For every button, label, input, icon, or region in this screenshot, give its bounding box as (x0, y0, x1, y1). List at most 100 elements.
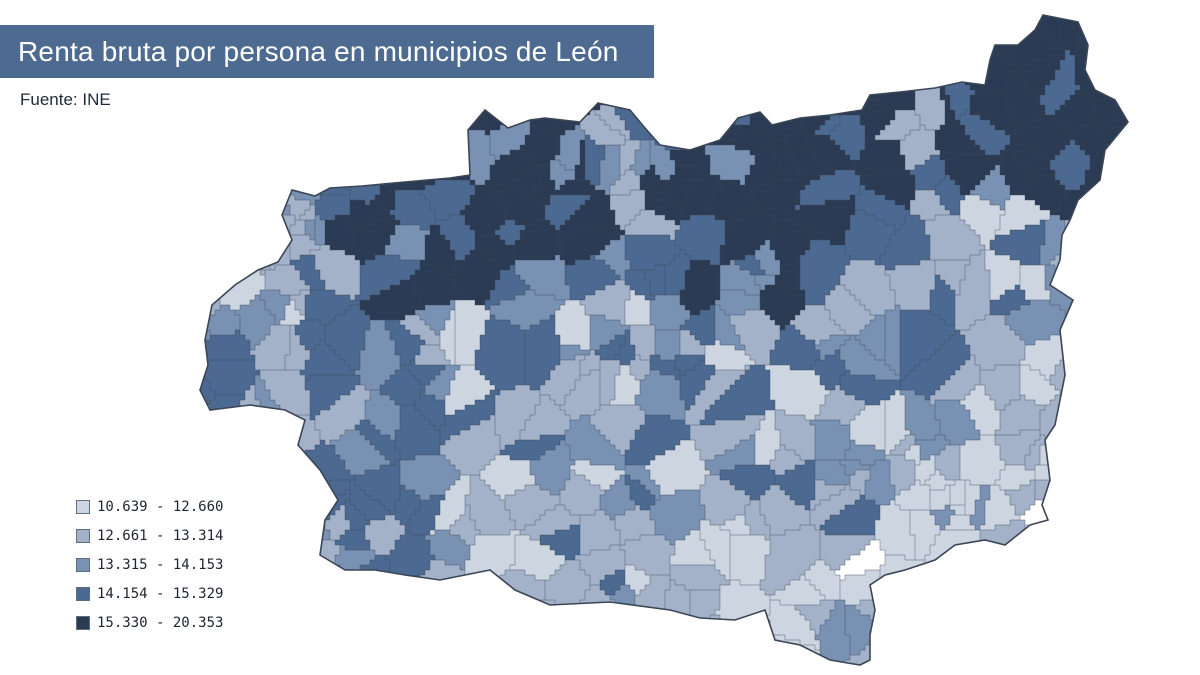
municipality-cell (820, 340, 846, 346)
municipality-cell (1060, 330, 1071, 336)
municipality-cell (320, 190, 351, 196)
municipality-cell (465, 405, 496, 411)
municipality-cell (820, 630, 846, 636)
municipality-cell (800, 330, 846, 336)
municipality-cell (635, 160, 651, 166)
municipality-cell (825, 480, 851, 486)
municipality-cell (720, 290, 746, 296)
municipality-cell (395, 500, 421, 506)
municipality-cell (710, 105, 751, 111)
municipality-cell (375, 95, 416, 101)
municipality-cell (935, 455, 961, 461)
municipality-cell (240, 155, 251, 161)
municipality-cell (745, 520, 766, 526)
municipality-cell (820, 120, 826, 126)
municipality-cell (885, 440, 901, 446)
municipality-cell (200, 215, 241, 221)
municipality-cell (665, 595, 691, 601)
municipality-cell (1075, 55, 1081, 61)
municipality-cell (580, 540, 621, 546)
municipality-cell (1020, 535, 1026, 541)
municipality-cell (200, 410, 201, 416)
municipality-cell (975, 65, 1016, 71)
municipality-cell (1135, 60, 1200, 66)
municipality-cell (225, 655, 246, 661)
municipality-cell (1105, 435, 1128, 441)
municipality-cell (830, 565, 841, 571)
municipality-cell (865, 15, 906, 16)
municipality-cell (855, 195, 886, 201)
municipality-cell (685, 585, 721, 591)
municipality-cell (935, 540, 981, 546)
municipality-cell (220, 450, 236, 456)
municipality-cell (275, 490, 301, 496)
municipality-cell (415, 640, 436, 646)
municipality-cell (200, 185, 226, 191)
municipality-cell (765, 310, 801, 316)
municipality-cell (675, 200, 686, 206)
municipality-cell (420, 170, 436, 176)
municipality-cell (350, 100, 376, 106)
municipality-cell (480, 530, 511, 536)
municipality-cell (555, 365, 581, 371)
municipality-cell (355, 255, 376, 261)
municipality-cell (620, 540, 626, 546)
municipality-cell (1030, 180, 1061, 186)
municipality-cell (1090, 580, 1101, 586)
municipality-cell (570, 285, 606, 291)
municipality-cell (395, 195, 426, 201)
municipality-cell (960, 330, 1016, 336)
municipality-cell (620, 360, 631, 366)
municipality-cell (720, 260, 731, 266)
municipality-cell (810, 365, 846, 371)
municipality-cell (385, 320, 401, 326)
municipality-cell (1175, 50, 1200, 56)
municipality-cell (960, 630, 1001, 636)
municipality-cell (515, 555, 566, 561)
municipality-cell (925, 60, 951, 66)
municipality-cell (215, 290, 261, 296)
municipality-cell (255, 365, 286, 371)
municipality-cell (930, 615, 966, 621)
municipality-cell (730, 385, 771, 391)
municipality-cell (320, 320, 331, 326)
municipality-cell (605, 225, 621, 231)
municipality-cell (955, 40, 981, 46)
municipality-cell (450, 240, 476, 246)
municipality-cell (940, 95, 951, 101)
municipality-cell (270, 505, 296, 511)
municipality-cell (380, 155, 386, 161)
municipality-cell (300, 255, 316, 261)
municipality-cell (695, 400, 716, 406)
municipality-cell (1075, 490, 1106, 496)
municipality-cell (350, 185, 381, 191)
municipality-cell (560, 185, 596, 191)
municipality-cell (860, 150, 901, 156)
municipality-cell (285, 535, 301, 541)
municipality-cell (345, 310, 366, 316)
municipality-cell (915, 180, 941, 186)
municipality-cell (565, 95, 581, 101)
municipality-cell (730, 40, 761, 46)
municipality-cell (215, 240, 231, 246)
municipality-cell (450, 105, 486, 111)
municipality-cell (360, 510, 391, 516)
municipality-cell (845, 450, 886, 456)
municipality-cell (815, 60, 826, 66)
municipality-cell (665, 630, 706, 636)
municipality-cell (865, 400, 881, 406)
municipality-cell (895, 490, 901, 496)
municipality-cell (705, 110, 721, 116)
municipality-cell (620, 370, 631, 376)
municipality-cell (625, 245, 681, 251)
municipality-cell (890, 610, 916, 616)
municipality-cell (580, 95, 611, 101)
municipality-cell (310, 115, 316, 121)
municipality-cell (950, 120, 961, 126)
municipality-cell (860, 300, 896, 306)
municipality-cell (640, 385, 681, 391)
municipality-cell (200, 180, 226, 186)
municipality-cell (435, 160, 461, 166)
municipality-cell (520, 175, 541, 181)
municipality-cell (430, 620, 441, 626)
